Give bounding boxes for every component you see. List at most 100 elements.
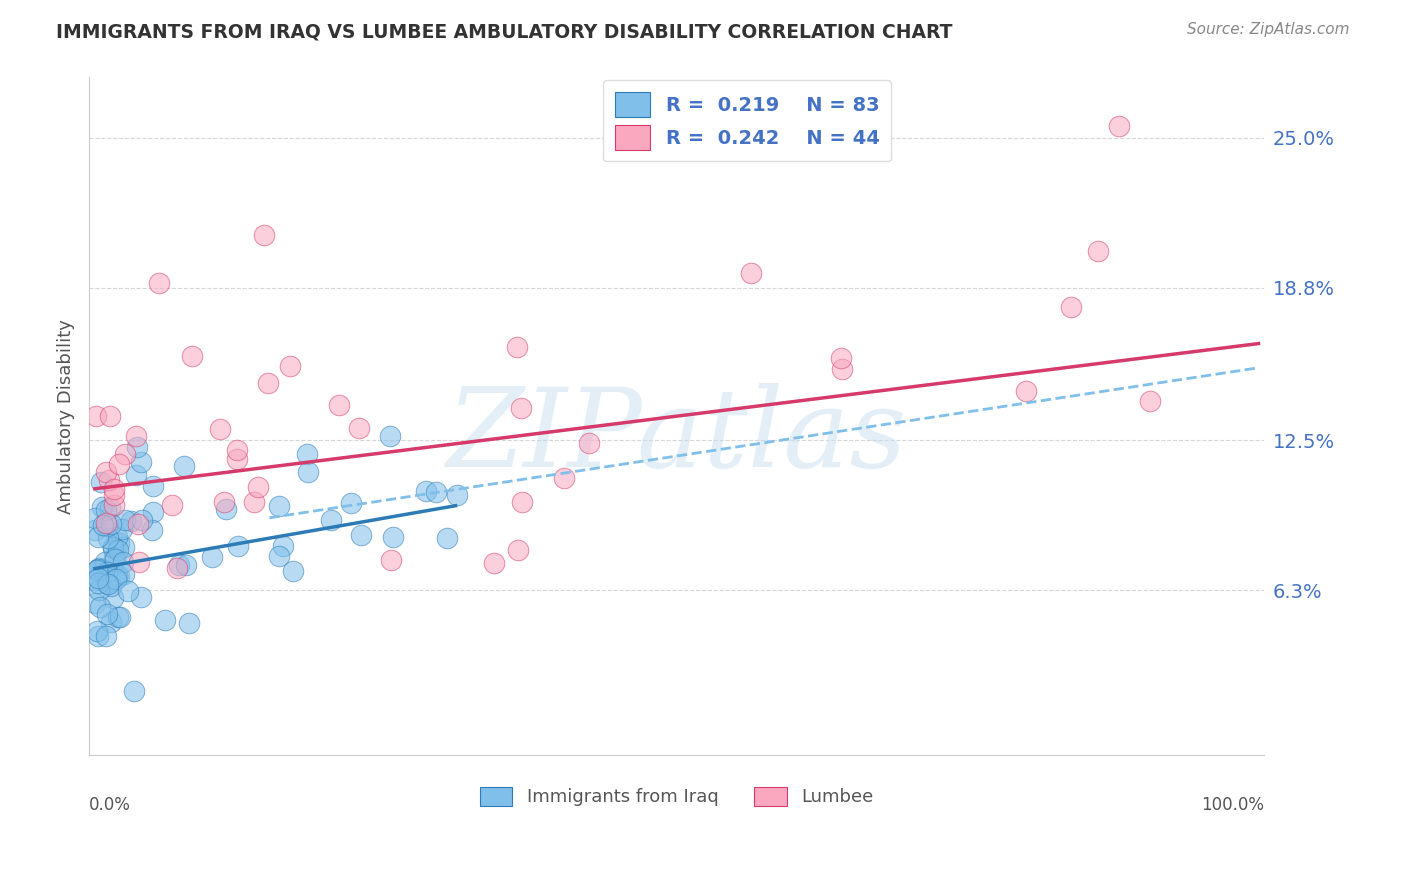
Point	[103, 591, 125, 605]
Point	[103, 498, 125, 512]
Point	[128, 555, 150, 569]
Point	[252, 227, 274, 242]
Point	[1015, 384, 1038, 399]
Point	[269, 549, 291, 563]
Point	[84, 511, 107, 525]
Point	[97, 532, 120, 546]
Point	[89, 599, 111, 614]
Point	[94, 629, 117, 643]
Point	[87, 571, 110, 585]
Point	[129, 455, 152, 469]
Point	[86, 624, 108, 639]
Point	[247, 480, 270, 494]
Point	[553, 471, 575, 485]
Point	[127, 440, 149, 454]
Point	[1087, 244, 1109, 259]
Point	[148, 276, 170, 290]
Point	[107, 542, 129, 557]
Point	[103, 482, 125, 496]
Point	[340, 496, 363, 510]
Point	[87, 561, 110, 575]
Point	[94, 555, 117, 569]
Point	[105, 530, 128, 544]
Point	[107, 457, 129, 471]
Point	[142, 479, 165, 493]
Point	[166, 561, 188, 575]
Point	[87, 562, 110, 576]
Point	[297, 465, 319, 479]
Point	[257, 376, 280, 390]
Point	[201, 549, 224, 564]
Point	[86, 563, 108, 577]
Point	[117, 583, 139, 598]
Point	[350, 528, 373, 542]
Point	[114, 513, 136, 527]
Point	[101, 540, 124, 554]
Point	[295, 447, 318, 461]
Point	[90, 475, 112, 489]
Point	[104, 551, 127, 566]
Point	[103, 488, 125, 502]
Point	[830, 351, 852, 365]
Point	[131, 513, 153, 527]
Point	[506, 340, 529, 354]
Point	[114, 447, 136, 461]
Point	[103, 541, 125, 555]
Point	[578, 435, 600, 450]
Point	[108, 535, 131, 549]
Point	[506, 543, 529, 558]
Point	[84, 596, 107, 610]
Text: 0.0%: 0.0%	[89, 796, 131, 814]
Point	[108, 568, 131, 582]
Point	[112, 540, 135, 554]
Point	[181, 349, 204, 363]
Point	[208, 422, 231, 436]
Point	[89, 582, 111, 597]
Point	[378, 428, 401, 442]
Point	[446, 488, 468, 502]
Point	[225, 452, 247, 467]
Point	[129, 590, 152, 604]
Point	[177, 615, 200, 630]
Point	[107, 609, 129, 624]
Point	[510, 495, 533, 509]
Point	[97, 577, 120, 591]
Point	[87, 629, 110, 643]
Point	[112, 567, 135, 582]
Point	[167, 558, 190, 573]
Point	[97, 473, 120, 487]
Point	[125, 468, 148, 483]
Point	[509, 401, 531, 415]
Point	[96, 519, 118, 533]
Point	[283, 564, 305, 578]
Point	[1059, 300, 1081, 314]
Point	[96, 565, 118, 579]
Point	[94, 516, 117, 530]
Point	[482, 556, 505, 570]
Point	[94, 503, 117, 517]
Point	[94, 575, 117, 590]
Text: 100.0%: 100.0%	[1201, 796, 1264, 814]
Point	[212, 495, 235, 509]
Point	[90, 500, 112, 514]
Point	[84, 523, 107, 537]
Point	[1139, 394, 1161, 409]
Point	[103, 551, 125, 566]
Point	[100, 516, 122, 531]
Point	[831, 362, 853, 376]
Point	[98, 500, 121, 515]
Point	[425, 484, 447, 499]
Point	[173, 458, 195, 473]
Point	[415, 483, 437, 498]
Point	[160, 498, 183, 512]
Point	[1108, 119, 1130, 133]
Point	[142, 505, 165, 519]
Point	[226, 539, 249, 553]
Point	[87, 530, 110, 544]
Y-axis label: Ambulatory Disability: Ambulatory Disability	[58, 318, 75, 514]
Point	[110, 610, 132, 624]
Point	[87, 576, 110, 591]
Point	[269, 499, 291, 513]
Point	[328, 399, 350, 413]
Legend: Immigrants from Iraq, Lumbee: Immigrants from Iraq, Lumbee	[472, 780, 882, 814]
